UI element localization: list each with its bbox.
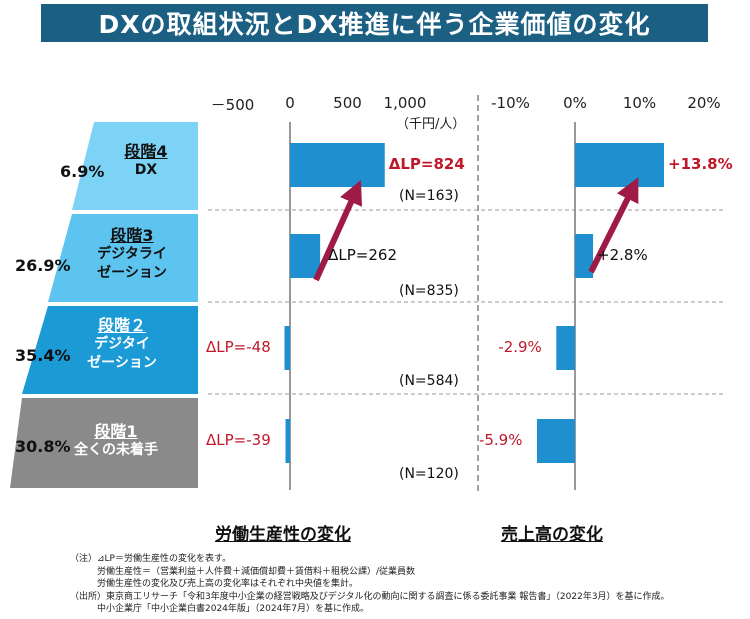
stage-head: 段階3: [110, 226, 154, 245]
stage-line: DX: [134, 162, 158, 178]
stage-label: 段階4 DX: [86, 142, 206, 180]
productivity-tick-label: 1,000: [383, 94, 427, 112]
stage-share-percent: 6.9%: [60, 162, 105, 181]
productivity-bar: [290, 143, 385, 187]
productivity-tick-label: 500: [333, 94, 362, 112]
footnotes: （注）⊿LP＝労働生産性の変化を表す。 労働生産性＝（営業利益＋人件費＋減価償却…: [70, 553, 670, 616]
note-line: （出所）東京商工リサーチ「令和3年度中小企業の経営戦略及びデジタル化の動向に関す…: [70, 591, 670, 602]
productivity-data-label: ΔLP=-39: [206, 431, 271, 449]
note-line: 労働生産性の変化及び売上高の変化率はそれぞれ中央値を集計。: [70, 579, 359, 589]
productivity-unit-label: （千円/人）: [396, 117, 466, 132]
productivity-trend-arrow: [313, 180, 363, 282]
sales-bar: [575, 143, 665, 187]
productivity-tick-label: －500: [210, 96, 255, 114]
stage-head: 段階4: [124, 142, 168, 161]
sales-data-label: -2.9%: [498, 338, 542, 356]
stage-share-percent: 30.8%: [15, 437, 71, 456]
stage-block: [48, 214, 198, 302]
sales-tick-label: 0%: [563, 94, 587, 112]
stage-line: デジタイ: [94, 336, 150, 352]
stage-block: [10, 398, 198, 488]
productivity-bar: [285, 419, 290, 463]
note-line: 中小企業庁「中小企業白書2024年版」（2024年7月）を基に作成。: [70, 604, 370, 614]
subtitle-productivity: 労働生産性の変化: [215, 525, 351, 545]
note-line: （注）⊿LP＝労働生産性の変化を表す。: [70, 554, 232, 564]
stage-label: 段階２ デジタイゼーション: [62, 316, 182, 373]
sales-trend-arrow: [588, 177, 639, 274]
productivity-tick-label: 0: [285, 94, 295, 112]
stage-line: ゼーション: [87, 355, 157, 371]
stage-line: 全くの未着手: [74, 442, 158, 458]
sales-data-label: +2.8%: [597, 246, 648, 264]
note-line: 労働生産性＝（営業利益＋人件費＋減価償却費＋賃借料＋租税公課）/従業員数: [70, 566, 416, 577]
stage-label: 段階3 デジタライゼーション: [72, 226, 192, 283]
subtitle-sales: 売上高の変化: [501, 525, 603, 545]
productivity-bar: [284, 326, 290, 370]
stage-share-percent: 26.9%: [15, 256, 71, 275]
stage-line: ゼーション: [97, 265, 167, 281]
sample-size-label: (N=120): [399, 466, 459, 482]
sales-tick-label: -10%: [491, 94, 530, 112]
productivity-bar: [290, 234, 321, 278]
sales-bar: [556, 326, 575, 370]
sample-size-label: (N=835): [399, 283, 459, 299]
stage-share-percent: 35.4%: [15, 346, 71, 365]
sales-tick-label: 20%: [687, 94, 721, 112]
productivity-data-label: ΔLP=-48: [206, 338, 271, 356]
sales-tick-label: 10%: [622, 94, 657, 112]
stage-head: 段階２: [97, 316, 146, 335]
sample-size-label: (N=584): [399, 373, 459, 389]
stage-label: 段階1 全くの未着手: [56, 422, 176, 460]
sales-data-label: +13.8%: [668, 155, 733, 173]
stage-head: 段階1: [94, 422, 138, 441]
stage-line: デジタライ: [97, 246, 167, 262]
stage-block: [22, 306, 198, 394]
stage-block: [72, 122, 198, 210]
sales-data-label: -5.9%: [478, 431, 523, 449]
sales-bar: [575, 234, 594, 278]
productivity-data-label: ΔLP=824: [388, 155, 465, 173]
page-title: DXの取組状況とDX推進に伴う企業価値の変化: [41, 4, 708, 42]
sales-bar: [536, 419, 575, 463]
productivity-data-label: ΔLP=262: [328, 246, 397, 264]
sample-size-label: (N=163): [399, 188, 459, 204]
